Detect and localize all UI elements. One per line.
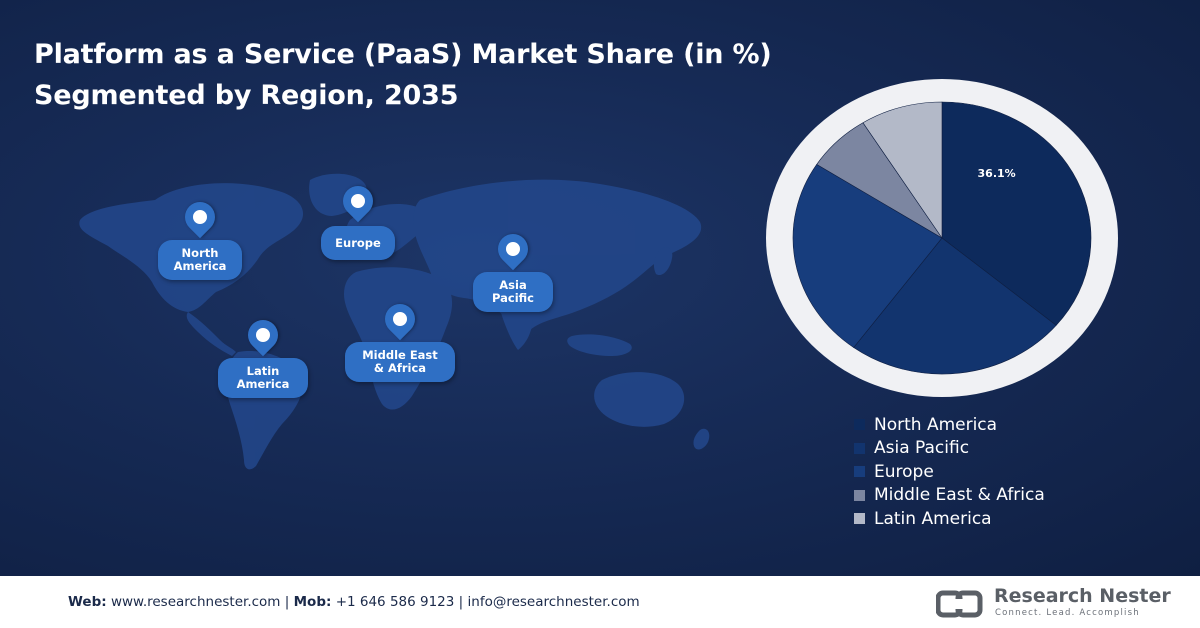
- brand-logo: Research Nester Connect. Lead. Accomplis…: [936, 585, 1171, 622]
- new-zealand-landmass: [693, 428, 710, 450]
- pie-slice-asia-pacific: [853, 237, 1057, 375]
- pie-slice-europe: [792, 164, 943, 348]
- legend-swatch: [854, 466, 865, 478]
- legend-swatch: [854, 419, 865, 431]
- pie-data-label: 36.1%: [978, 167, 1016, 180]
- contact-info: Web: www.researchnester.com | Mob: +1 64…: [68, 594, 640, 610]
- footer: Web: www.researchnester.com | Mob: +1 64…: [0, 576, 1200, 628]
- brand-name: Research Nester: [994, 585, 1171, 607]
- india-landmass: [501, 301, 533, 350]
- legend-label: Europe: [874, 461, 934, 482]
- chart-title: Platform as a Service (PaaS) Market Shar…: [34, 34, 772, 116]
- australia-landmass: [594, 372, 685, 427]
- pie-slice-north-america: [941, 101, 1092, 326]
- legend-label: Asia Pacific: [874, 438, 970, 459]
- pie-slice-latin-america: [862, 101, 943, 239]
- legend-label: Middle East & Africa: [874, 485, 1045, 506]
- infographic-canvas: Platform as a Service (PaaS) Market Shar…: [0, 0, 1200, 576]
- legend-item: Latin America: [854, 507, 1045, 531]
- legend-swatch: [854, 513, 865, 525]
- central-america-landmass: [186, 312, 236, 356]
- legend-item: Asia Pacific: [854, 437, 1045, 461]
- southeast-asia-islands: [567, 334, 632, 356]
- separator: |: [284, 594, 290, 610]
- legend-item: Europe: [854, 460, 1045, 484]
- japan-landmass: [653, 247, 673, 276]
- email-link[interactable]: info@researchnester.com: [467, 594, 640, 610]
- mob-label: Mob:: [293, 594, 332, 610]
- pie-chart: 36.1%: [764, 78, 1120, 398]
- research-nester-logo-icon: [936, 590, 983, 618]
- label-north-america: North America: [158, 240, 242, 280]
- legend-label: Latin America: [874, 508, 992, 529]
- label-middle-east-africa: Middle East & Africa: [345, 342, 455, 382]
- brand-tagline: Connect. Lead. Accomplish: [995, 608, 1140, 618]
- pie-chart-svg: 36.1%: [766, 79, 1118, 397]
- label-asia-pacific: Asia Pacific: [473, 272, 553, 312]
- web-link[interactable]: www.researchnester.com: [110, 594, 281, 610]
- legend-label: North America: [874, 414, 998, 435]
- title-line-2: Segmented by Region, 2035: [34, 80, 459, 111]
- web-label: Web:: [68, 594, 107, 610]
- label-europe: Europe: [321, 226, 395, 260]
- label-latin-america: Latin America: [218, 358, 308, 398]
- legend-item: North America: [854, 413, 1045, 437]
- legend-item: Middle East & Africa: [854, 484, 1045, 508]
- title-line-1: Platform as a Service (PaaS) Market Shar…: [34, 39, 772, 70]
- separator: |: [458, 594, 464, 610]
- phone-number: +1 646 586 9123: [335, 594, 455, 610]
- legend-swatch: [854, 442, 865, 454]
- chart-legend: North America Asia Pacific Europe Middle Ea…: [854, 413, 1045, 531]
- legend-swatch: [854, 489, 865, 501]
